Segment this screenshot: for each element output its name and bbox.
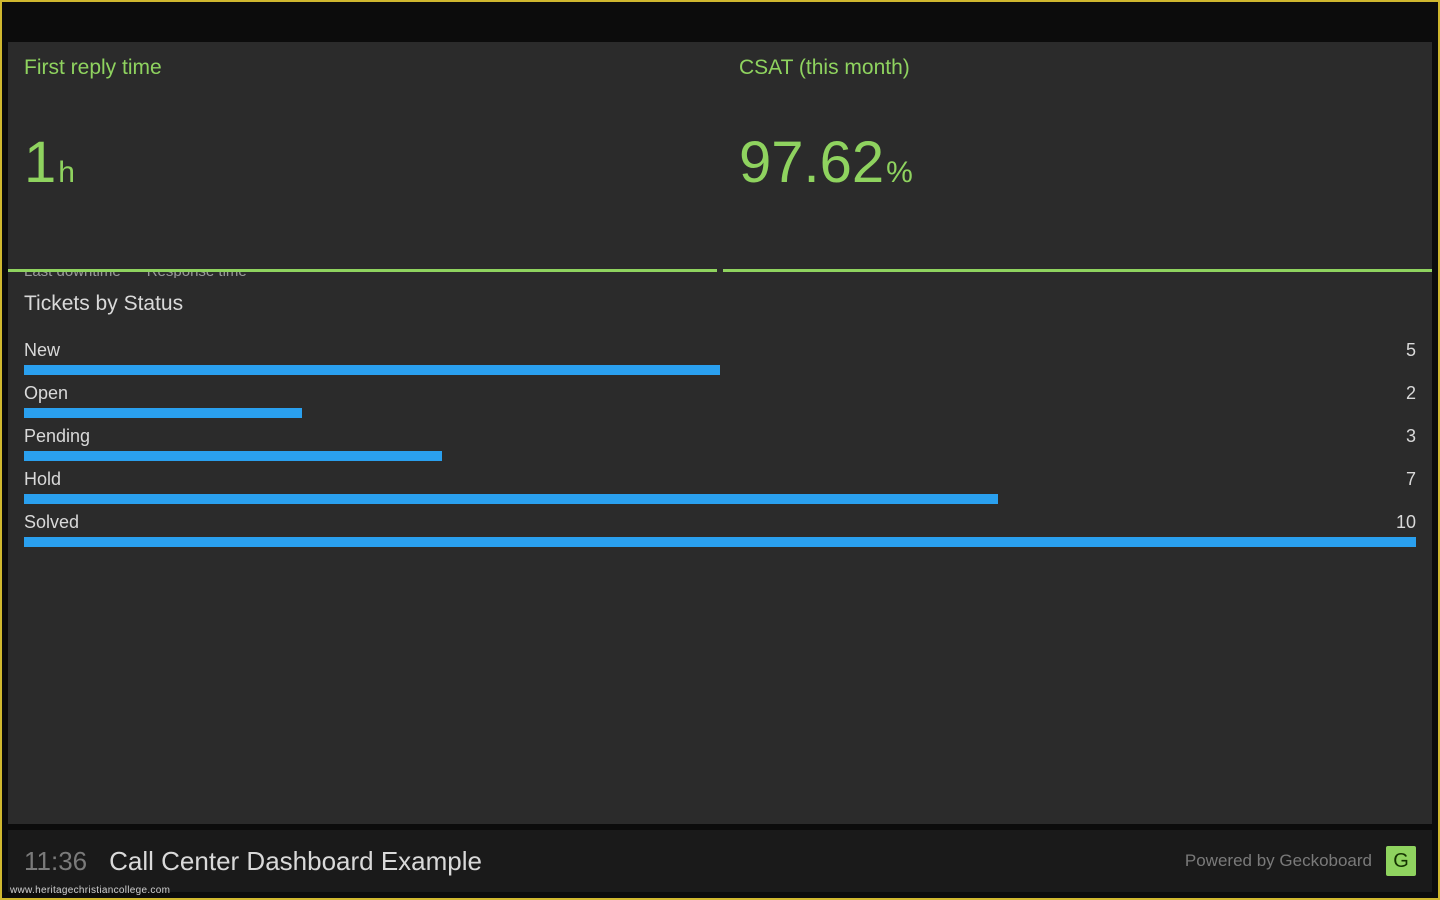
bar-label: Open bbox=[24, 383, 68, 404]
bar-fill bbox=[24, 537, 1416, 547]
support-body: First reply time 1h CSAT (this month) 97… bbox=[919, 140, 1428, 824]
tile-first-reply: First reply time 1h bbox=[8, 42, 717, 272]
dashboard: Current London Call Center Status Servic… bbox=[8, 42, 1432, 892]
geckoboard-badge-icon: G bbox=[1386, 846, 1416, 876]
bar-track bbox=[24, 494, 1416, 504]
bar-fill bbox=[24, 408, 302, 418]
bar-label: New bbox=[24, 340, 60, 361]
metric-value: 1h bbox=[24, 134, 701, 192]
ticket-bars: New 5 Open 2 Pending 3 Hold 7 Solved 10 bbox=[8, 326, 1432, 559]
footer-title: Call Center Dashboard Example bbox=[109, 846, 482, 877]
bar-value: 3 bbox=[1406, 426, 1416, 447]
bar-track bbox=[24, 537, 1416, 547]
bar-fill bbox=[24, 365, 720, 375]
metric-label: CSAT (this month) bbox=[739, 56, 1416, 80]
bar-label: Pending bbox=[24, 426, 90, 447]
bar-fill bbox=[24, 494, 998, 504]
metric-value: 97.62% bbox=[739, 134, 1416, 192]
bar-value: 5 bbox=[1406, 340, 1416, 361]
footer-powered-by: Powered by Geckoboard bbox=[1185, 851, 1372, 871]
bar-fill bbox=[24, 451, 442, 461]
tile-tickets-by-status: Tickets by Status New 5 Open 2 Pending 3 Hold 7… bbox=[8, 278, 1432, 824]
bar-label: Hold bbox=[24, 469, 61, 490]
bar-value: 2 bbox=[1406, 383, 1416, 404]
watermark-text: www.heritagechristiancollege.com bbox=[10, 885, 170, 896]
bar-row: New 5 bbox=[24, 340, 1416, 375]
bar-row: Pending 3 bbox=[24, 426, 1416, 461]
bar-label: Solved bbox=[24, 512, 79, 533]
bar-value: 10 bbox=[1396, 512, 1416, 533]
footer-bar: 11:36 Call Center Dashboard Example Powe… bbox=[8, 830, 1432, 892]
bar-row: Hold 7 bbox=[24, 469, 1416, 504]
bar-row: Open 2 bbox=[24, 383, 1416, 418]
bar-track bbox=[24, 365, 1416, 375]
metric-label: First reply time bbox=[24, 56, 701, 80]
dashboard-grid: Current London Call Center Status Servic… bbox=[8, 42, 1432, 824]
chart-title: Tickets by Status bbox=[24, 292, 1416, 316]
tile-csat: CSAT (this month) 97.62% bbox=[723, 42, 1432, 272]
footer-time: 11:36 bbox=[24, 846, 87, 877]
bar-row: Solved 10 bbox=[24, 512, 1416, 547]
bar-track bbox=[24, 451, 1416, 461]
bar-track bbox=[24, 408, 1416, 418]
bar-value: 7 bbox=[1406, 469, 1416, 490]
